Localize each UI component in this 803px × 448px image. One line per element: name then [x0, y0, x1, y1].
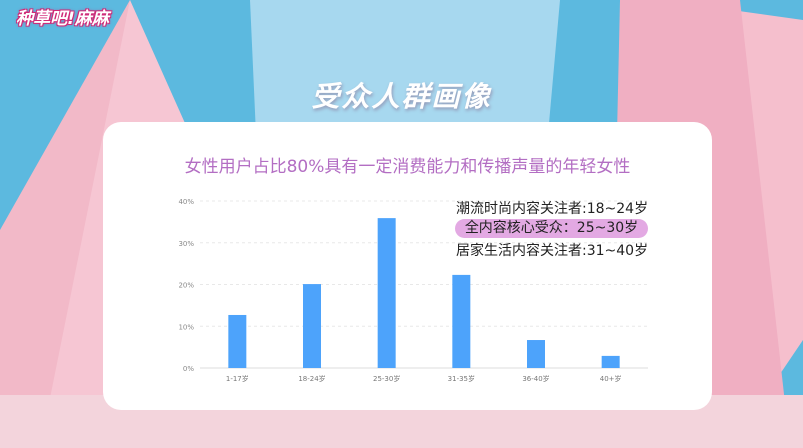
y-tick-label: 40% [178, 198, 194, 206]
bar [303, 284, 321, 368]
page-title: 受众人群画像 [311, 80, 492, 113]
bar [601, 355, 620, 368]
chart-subtitle: 女性用户占比80%具有一定消费能力和传播声量的年轻女性 [184, 157, 631, 177]
note-home: 居家生活内容关注者:31~40岁 [456, 243, 649, 259]
bar [452, 274, 471, 368]
x-tick-label: 40+岁 [600, 374, 622, 383]
x-tick-label: 25-30岁 [373, 374, 400, 383]
chart-card: 女性用户占比80%具有一定消费能力和传播声量的年轻女性 0% 10% 20% 30% 4… [103, 122, 712, 410]
bar [527, 340, 545, 368]
bar-chart: 0% 10% 20% 30% 40% 1-17岁 18-24岁 25-30岁 31-35岁 36-… [178, 198, 648, 383]
logo: 种草吧!麻麻 [16, 9, 109, 29]
bar [377, 218, 396, 368]
x-tick-label: 1-17岁 [226, 374, 249, 383]
x-tick-label: 31-35岁 [448, 374, 475, 383]
y-tick-label: 30% [178, 240, 194, 248]
bar [228, 314, 247, 368]
y-tick-label: 0% [183, 365, 194, 373]
y-tick-label: 10% [178, 323, 194, 331]
note-trend: 潮流时尚内容关注者:18~24岁 [456, 201, 649, 217]
y-tick-label: 20% [178, 282, 194, 290]
x-tick-label: 18-24岁 [298, 374, 325, 383]
note-core-audience: 全内容核心受众：25~30岁 [455, 219, 648, 238]
x-tick-label: 36-40岁 [522, 374, 549, 383]
